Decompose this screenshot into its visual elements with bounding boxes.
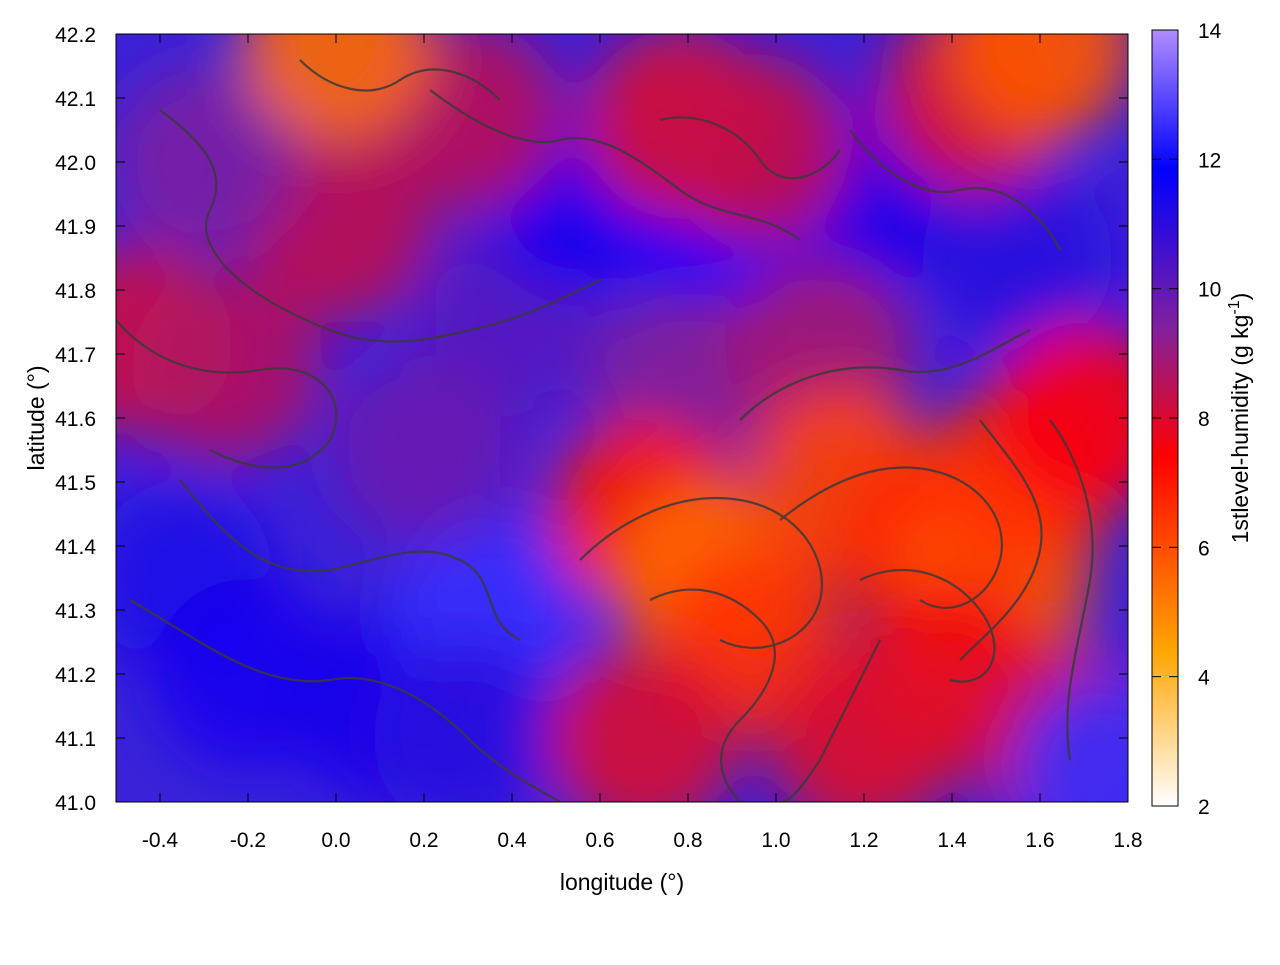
y-tick-label: 41.2 <box>55 664 96 687</box>
heatmap-cell <box>945 34 1128 142</box>
x-axis-label: longitude (°) <box>560 869 684 895</box>
contour-line <box>159 109 601 343</box>
heatmap-cell <box>116 67 299 257</box>
colorbar-tick-label: 2 <box>1198 796 1210 819</box>
x-tick-label: 0.0 <box>321 829 350 852</box>
x-tick-label: 0.2 <box>409 829 438 852</box>
contour-line <box>859 568 996 683</box>
contour-line <box>429 89 801 241</box>
contour-line <box>116 319 338 469</box>
colorbar-tick-label: 4 <box>1198 667 1210 690</box>
y-tick-label: 42.2 <box>55 24 96 47</box>
contour-line <box>659 116 841 180</box>
colorbar-tick-label: 8 <box>1198 408 1210 431</box>
heatmap-cell <box>131 271 321 462</box>
heatmap-cell <box>769 643 959 802</box>
y-tick-label: 41.5 <box>55 472 96 495</box>
contour-line <box>779 466 1003 609</box>
x-tick-label: 0.6 <box>585 829 614 852</box>
y-axis-label: latitude (°) <box>23 365 49 470</box>
colorbar-label-close: ) <box>1227 293 1253 301</box>
heatmap-cell <box>549 643 739 802</box>
colorbar-tick-label: 14 <box>1198 20 1222 43</box>
y-tick-label: 41.6 <box>55 408 96 431</box>
x-axis-ticks: -0.4 -0.2 0.0 0.2 0.4 0.6 0.8 1.0 1.2 1.4 1.6 1.8 <box>142 34 1143 852</box>
contour-line <box>739 329 1031 421</box>
x-tick-label: 1.8 <box>1113 829 1142 852</box>
x-tick-label: 0.4 <box>497 829 527 852</box>
colorbar-label-main: 1stlevel-humidity (g kg <box>1227 315 1253 544</box>
y-tick-label: 41.4 <box>55 536 96 559</box>
colorbar-tick-label: 12 <box>1198 149 1221 172</box>
heatmap-cell <box>989 323 1128 513</box>
y-tick-label: 41.3 <box>55 600 96 623</box>
x-tick-label: 1.0 <box>761 829 790 852</box>
y-tick-label: 41.9 <box>55 216 96 239</box>
contour-line <box>959 419 1043 661</box>
y-tick-label: 41.8 <box>55 280 96 303</box>
terrain-contours <box>116 59 1094 802</box>
heatmap-cell <box>241 34 431 142</box>
colorbar-label-exponent: -1 <box>1226 300 1243 314</box>
contour-line <box>779 639 881 802</box>
contour-line <box>649 588 776 802</box>
x-tick-label: 1.2 <box>849 829 878 852</box>
x-tick-label: 1.4 <box>937 829 967 852</box>
contour-line <box>1049 419 1094 761</box>
y-tick-label: 41.0 <box>55 792 96 815</box>
x-tick-label: -0.2 <box>230 829 266 852</box>
y-tick-label: 42.1 <box>55 88 96 111</box>
heatmap-cell <box>923 163 1113 353</box>
colorbar-ticks: 2 4 6 8 10 12 14 <box>1152 20 1222 819</box>
contour-line <box>179 479 521 641</box>
colorbar-tick-label: 10 <box>1198 279 1221 302</box>
x-tick-label: 1.6 <box>1025 829 1054 852</box>
y-tick-label: 41.7 <box>55 344 96 367</box>
heatmap-cell <box>659 54 849 245</box>
contour-line <box>849 129 1061 251</box>
heatmap-cell <box>329 355 519 545</box>
heatmap-cell <box>1011 675 1128 802</box>
heatmap-cell <box>373 643 563 802</box>
colorbar-label: 1stlevel-humidity (g kg-1) <box>1226 293 1253 544</box>
y-tick-label: 42.0 <box>55 152 96 175</box>
y-axis-ticks: 41.0 41.1 41.2 41.3 41.4 41.5 41.6 41.7 41.8 41.9… <box>55 24 1128 815</box>
contour-line <box>129 599 561 802</box>
contour-line <box>299 59 501 101</box>
colorbar-tick-label: 6 <box>1198 537 1210 560</box>
x-tick-label: -0.4 <box>142 829 179 852</box>
y-tick-label: 41.1 <box>55 728 96 751</box>
x-tick-label: 0.8 <box>673 829 702 852</box>
contour-line <box>579 496 823 649</box>
heatmap-field <box>116 34 1128 802</box>
